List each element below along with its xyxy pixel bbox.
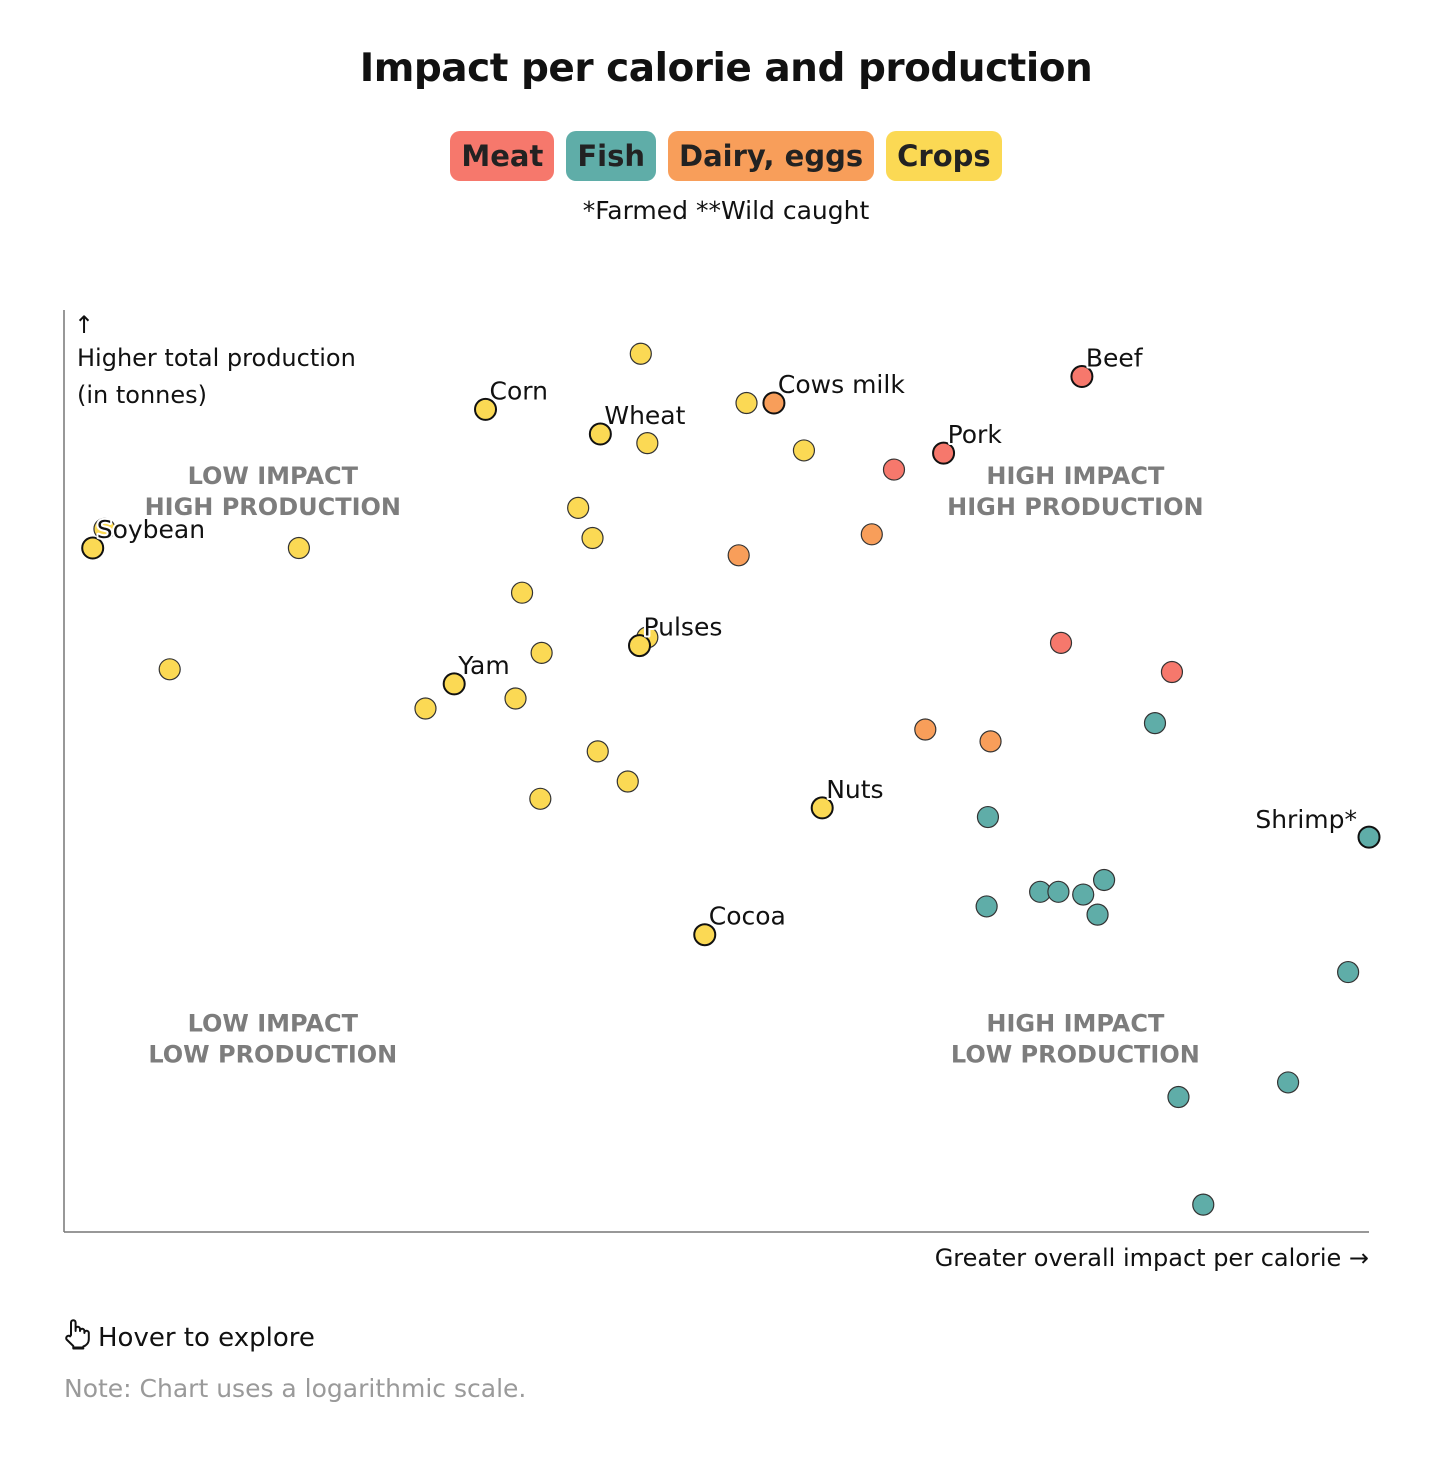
point-crops-14 [628,634,652,658]
legend-item-meat: Meat [450,131,555,181]
quadrant-label-1-line-2: HIGH PRODUCTION [145,493,401,521]
point-fish-2 [976,805,1000,829]
point-meat-5 [1160,660,1184,684]
point-meat-2 [932,441,956,465]
point-crops-24 [693,923,717,947]
point-crops-8 [567,496,590,519]
hover-hint-label: Hover to explore [98,1322,315,1353]
point-label-soybean: Soybean [97,515,205,544]
point-crops-9 [81,536,105,560]
point-crops-19 [414,697,437,720]
point-meat-3 [882,458,906,481]
point-fish-9 [1086,903,1109,926]
point-label-pork: Pork [948,420,1003,449]
point-crops-11 [581,526,604,550]
point-fish-6 [1047,880,1070,903]
point-label-wheat: Wheat [604,401,685,430]
quadrant-label-2-line-2: HIGH PRODUCTION [947,493,1203,521]
point-label-shrimp: Shrimp* [1255,805,1357,834]
point-label-cocoa: Cocoa [709,902,786,931]
quadrant-label-1-line-1: LOW IMPACT [188,462,359,490]
point-crops-21 [616,770,639,793]
quadrant-label-2-line-1: HIGH IMPACT [986,462,1165,490]
point-dairy-eggs-2 [860,523,883,546]
point-label-cows-milk: Cows milk [778,370,905,399]
point-crops-12 [510,581,534,604]
quadrant-label-4-line-2: LOW PRODUCTION [951,1040,1200,1068]
legend-item-fish: Fish [566,131,656,181]
point-crops-5 [636,432,659,455]
point-crops-20 [586,740,609,763]
y-axis-arrow: ↑ [74,311,94,339]
point-crops-22 [529,787,552,810]
point-fish-8 [975,895,998,918]
point-dairy-eggs-3 [727,544,750,567]
legend: Meat Fish Dairy, eggs Crops [0,131,1452,181]
point-crops-4 [588,422,612,446]
quadrant-label-3-line-1: LOW IMPACT [188,1009,359,1037]
point-crops-6 [792,439,816,462]
y-axis-label-line-2: (in tonnes) [77,381,207,409]
x-axis-label: Greater overall impact per calorie → [935,1244,1369,1272]
point-meat-1 [1070,365,1094,389]
point-fish-10 [1337,960,1360,984]
point-fish-11 [1276,1071,1300,1094]
point-crops-23 [810,796,834,820]
point-dairy-eggs-4 [914,718,937,741]
quadrant-label-3-line-2: LOW PRODUCTION [148,1040,397,1068]
y-axis-label-line-1: Higher total production [77,344,356,372]
point-fish-7 [1072,883,1095,906]
point-label-corn: Corn [490,376,548,405]
scatter-plot: ↑ Higher total production (in tonnes) Great… [63,310,1381,1272]
point-crops-15 [530,641,553,664]
legend-item-dairy-eggs: Dairy, eggs [668,131,875,181]
point-crops-16 [158,658,181,681]
point-crops-2 [474,397,498,421]
legend-item-crops: Crops [886,131,1002,181]
point-fish-1 [1143,712,1167,735]
point-crops-18 [504,687,527,710]
footnote: Note: Chart uses a logarithmic scale. [64,1374,527,1403]
chart-title: Impact per calorie and production [359,46,1093,91]
point-fish-4 [1092,868,1116,892]
point-crops-10 [287,536,310,560]
point-crops-17 [442,672,466,696]
point-label-beef: Beef [1086,344,1144,373]
point-crops-3 [735,391,758,415]
point-fish-12 [1167,1085,1190,1109]
quadrant-label-4-line-1: HIGH IMPACT [986,1009,1165,1037]
point-crops-7 [93,517,116,540]
point-dairy-eggs-1 [762,391,786,415]
point-dairy-eggs-5 [979,730,1002,753]
point-label-nuts: Nuts [826,775,883,804]
point-fish-13 [1192,1193,1215,1216]
point-fish-3 [1357,825,1381,849]
pointing-hand-icon [62,1318,92,1357]
hover-hint: Hover to explore [62,1318,315,1357]
point-label-yam: Yam [457,651,510,680]
point-meat-4 [1049,631,1073,654]
point-label-pulses: Pulses [644,613,723,642]
chart-subtitle: *Farmed **Wild caught [582,196,870,225]
point-crops-1 [629,342,652,365]
